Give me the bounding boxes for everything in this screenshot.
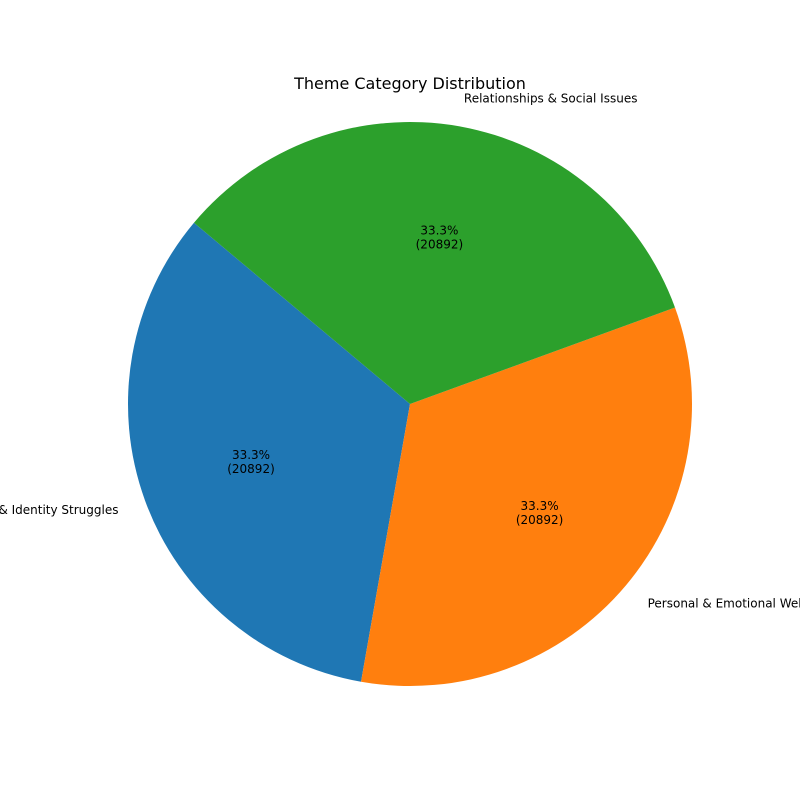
slice-percent-label: 33.3% [420, 223, 458, 237]
slice-count-label: (20892) [227, 462, 275, 476]
pie-slice-relationships-social-issues [193, 122, 675, 404]
slice-label-personal-emotional-well-being: Personal & Emotional Well-being [648, 596, 800, 610]
chart-title: Theme Category Distribution [293, 74, 526, 93]
slice-count-label: (20892) [516, 513, 564, 527]
slice-label-self-expression-identity-struggles: Self-Expression & Identity Struggles [0, 503, 119, 517]
pie-slices [127, 122, 692, 687]
slice-count-label: (20892) [416, 237, 464, 251]
slice-label-relationships-social-issues: Relationships & Social Issues [464, 92, 638, 106]
pie-slice-self-expression-identity-struggles [127, 222, 411, 682]
slice-percent-label: 33.3% [521, 499, 559, 513]
pie-labels: Self-Expression & Identity Struggles 33.3… [0, 92, 800, 611]
slice-percent-label: 33.3% [232, 448, 270, 462]
pie-slice-personal-emotional-well-being [361, 307, 692, 687]
